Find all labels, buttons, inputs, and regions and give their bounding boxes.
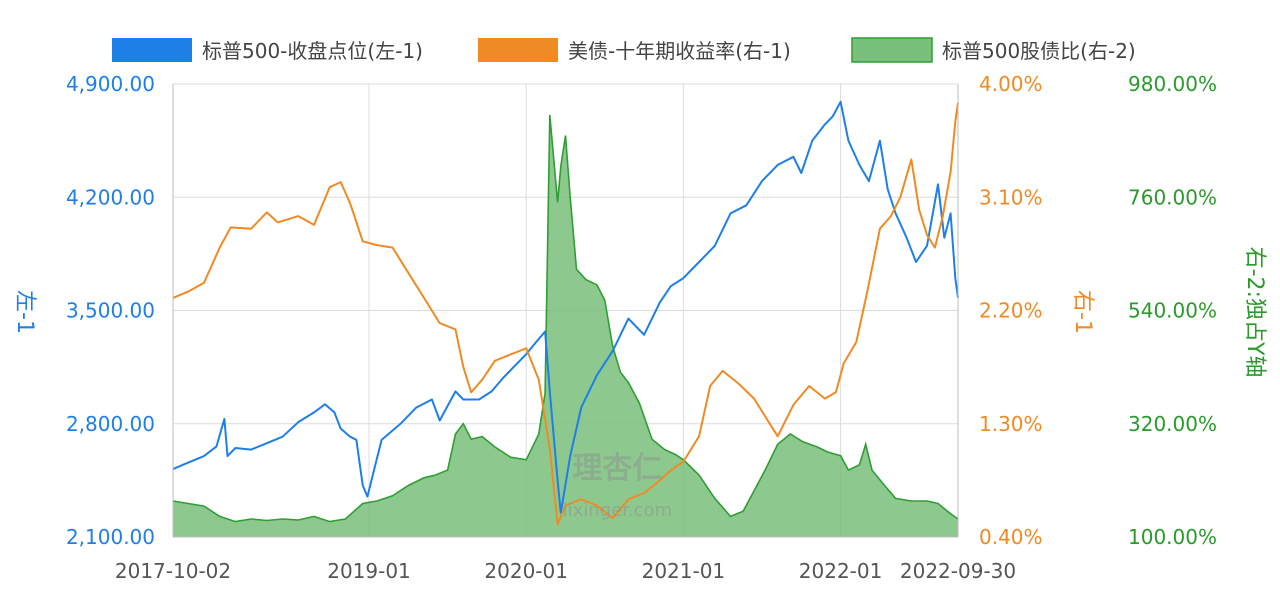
- area-series-edge-0: [172, 114, 959, 523]
- legend-label: 标普500-收盘点位(左-1): [202, 39, 423, 63]
- x-tick-label: 2020-01: [484, 559, 568, 583]
- right1-tick-label: 0.40%: [979, 525, 1043, 549]
- legend: 标普500-收盘点位(左-1) 美债-十年期收益率(右-1) 标普500股债比(右-…: [112, 37, 1136, 63]
- watermark-url: lixinger.com: [563, 500, 672, 521]
- left-tick-label: 4,900.00: [66, 72, 155, 96]
- line-series-right1: [172, 102, 959, 526]
- x-tick-label: 2022-01: [799, 559, 883, 583]
- line-series-layer: [172, 100, 959, 526]
- watermark: 理杏仁 lixinger.com: [563, 451, 672, 521]
- legend-item-1[interactable]: 美债-十年期收益率(右-1): [478, 38, 791, 63]
- right2-tick-label: 320.00%: [1128, 412, 1217, 436]
- right1-tick-label: 3.10%: [979, 185, 1043, 209]
- line-series-left: [172, 100, 959, 514]
- x-tick-label: 2019-01: [327, 559, 411, 583]
- x-tick-label: 2017-10-02: [115, 559, 231, 583]
- right1-tick-label: 2.20%: [979, 299, 1043, 323]
- right2-tick-label: 980.00%: [1128, 72, 1217, 96]
- x-tick-label: 2022-09-30: [900, 559, 1016, 583]
- right1-tick-label: 4.00%: [979, 72, 1043, 96]
- legend-swatch: [112, 38, 192, 62]
- legend-swatch: [851, 37, 933, 63]
- right1-tick-label: 1.30%: [979, 412, 1043, 436]
- legend-label: 标普500股债比(右-2): [942, 39, 1136, 63]
- legend-label: 美债-十年期收益率(右-1): [568, 39, 791, 63]
- axes: 4,900.00 4,200.00 3,500.00 2,800.00 2,100.00…: [12, 72, 1267, 583]
- left-tick-label: 2,100.00: [66, 525, 155, 549]
- legend-item-0[interactable]: 标普500-收盘点位(左-1): [112, 38, 423, 63]
- right2-axis-title: 右-2:独占Y轴: [1242, 247, 1267, 378]
- right2-tick-label: 100.00%: [1128, 525, 1217, 549]
- legend-swatch: [478, 38, 558, 62]
- left-tick-label: 4,200.00: [66, 185, 155, 209]
- legend-item-2[interactable]: 标普500股债比(右-2): [851, 37, 1136, 63]
- area-series-layer: [172, 114, 959, 538]
- left-axis-title: 左-1: [12, 290, 37, 334]
- right2-tick-label: 760.00%: [1128, 185, 1217, 209]
- right2-tick-label: 540.00%: [1128, 299, 1217, 323]
- watermark-text: 理杏仁: [572, 451, 662, 486]
- area-series-fill-0: [173, 114, 958, 538]
- left-tick-label: 2,800.00: [66, 412, 155, 436]
- right1-axis-title: 右-1: [1070, 290, 1095, 334]
- left-tick-label: 3,500.00: [66, 299, 155, 323]
- x-tick-label: 2021-01: [642, 559, 726, 583]
